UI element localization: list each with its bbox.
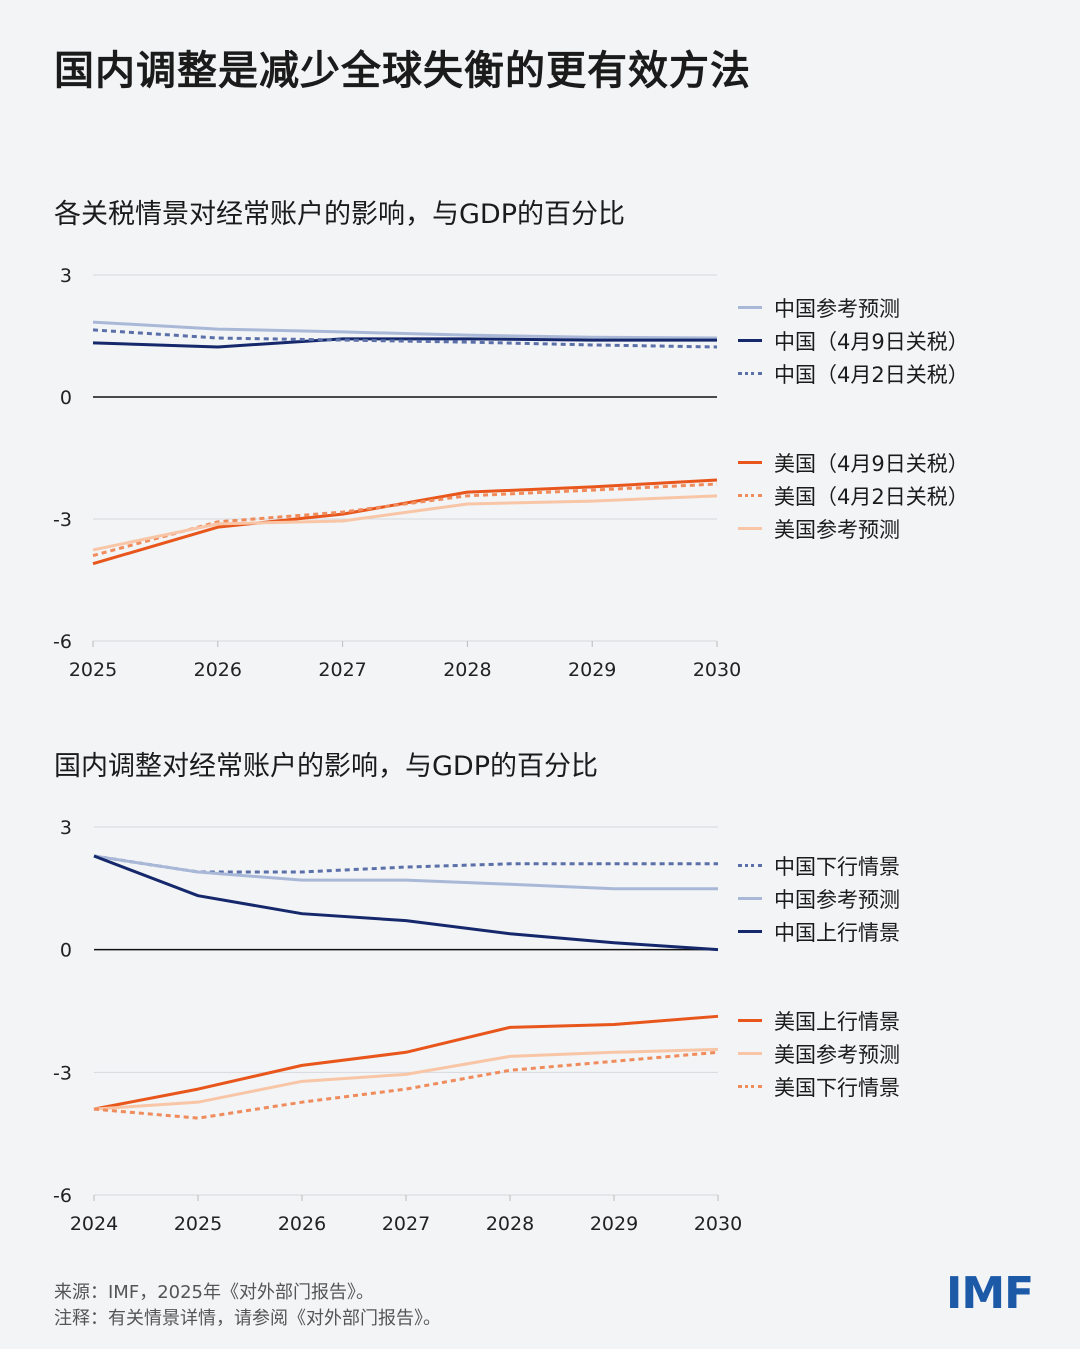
series-line: [92, 482, 718, 558]
legend-swatch: [738, 306, 762, 309]
legend-item: 中国（4月2日关税）: [738, 357, 969, 390]
x-tick-label: 2028: [486, 1213, 534, 1235]
legend-label: 中国参考预测: [774, 296, 900, 321]
legend-label: 美国下行情景: [774, 1075, 900, 1100]
legend-label: 中国（4月9日关税）: [774, 329, 969, 354]
chart2-legend: 中国下行情景 中国参考预测 中国上行情景 美国上行情景 美国参考预测 美国下行情景: [738, 849, 900, 1103]
legend-label: 美国（4月9日关税）: [774, 451, 969, 476]
chart2-title: 国内调整对经常账户的影响，与GDP的百分比: [54, 751, 598, 782]
legend-label: 中国参考预测: [774, 887, 900, 912]
series-line: [93, 854, 718, 891]
x-tick-label: 2026: [278, 1213, 326, 1235]
x-tick-label: 2026: [194, 659, 242, 681]
series-line: [93, 1014, 719, 1111]
page-title: 国内调整是减少全球失衡的更有效方法: [54, 48, 751, 94]
legend-label: 美国参考预测: [774, 517, 900, 542]
legend-swatch: [738, 930, 762, 933]
x-tick-label: 2027: [318, 659, 366, 681]
x-tick-label: 2025: [69, 659, 117, 681]
legend-item: 美国参考预测: [738, 1037, 900, 1070]
legend-item: 美国（4月9日关税）: [738, 446, 969, 479]
legend-swatch: [738, 897, 762, 900]
legend-swatch: [738, 1019, 762, 1022]
x-tick-label: 2029: [568, 659, 616, 681]
legend-swatch: [738, 339, 762, 342]
series-line: [93, 1050, 719, 1120]
chart2: 3 0 -3 -6 2024 2025 2026 2027 2028 2029 2030: [53, 817, 742, 1235]
y-tick-label: 3: [60, 817, 72, 839]
x-tick-label: 2024: [70, 1213, 118, 1235]
legend-item: 中国上行情景: [738, 915, 900, 948]
y-tick-label: -6: [53, 1185, 72, 1207]
x-tick-label: 2028: [443, 659, 491, 681]
legend-label: 中国（4月2日关税）: [774, 362, 969, 387]
legend-label: 美国（4月2日关税）: [774, 484, 969, 509]
series-line: [92, 337, 717, 349]
chart1: 3 0 -3 -6 2025 2026 2027 2028 2029 2030: [53, 265, 741, 681]
legend-label: 美国参考预测: [774, 1042, 900, 1067]
legend-item: 美国（4月2日关税）: [738, 479, 969, 512]
y-tick-label: -3: [53, 1062, 72, 1084]
legend-swatch: [738, 1085, 762, 1088]
legend-swatch: [738, 372, 762, 375]
x-tick-label: 2025: [174, 1213, 222, 1235]
legend-label: 中国下行情景: [774, 854, 900, 879]
x-tick-label: 2030: [694, 1213, 742, 1235]
y-tick-label: 0: [60, 940, 72, 962]
series-line: [93, 854, 719, 952]
y-tick-label: 3: [60, 265, 72, 287]
chart1-title: 各关税情景对经常账户的影响，与GDP的百分比: [54, 199, 625, 230]
y-tick-label: 0: [60, 387, 72, 409]
legend-item: 中国参考预测: [738, 291, 969, 324]
x-tick-label: 2027: [382, 1213, 430, 1235]
legend-item: 中国参考预测: [738, 882, 900, 915]
legend-swatch: [738, 527, 762, 530]
legend-item: 美国参考预测: [738, 512, 969, 545]
note: 注释：有关情景详情，请参阅《对外部门报告》。: [54, 1308, 441, 1329]
y-tick-label: -6: [53, 631, 72, 653]
x-tick-label: 2030: [693, 659, 741, 681]
imf-logo: IMF: [946, 1268, 1034, 1319]
source-note: 来源：IMF，2025年《对外部门报告》。: [54, 1282, 374, 1303]
legend-swatch: [738, 494, 762, 497]
legend-swatch: [738, 461, 762, 464]
legend-item: 中国下行情景: [738, 849, 900, 882]
legend-label: 中国上行情景: [774, 920, 900, 945]
chart1-legend: 中国参考预测中国（4月9日关税） 中国（4月2日关税） 美国（4月9日关税） 美国（4…: [738, 291, 969, 545]
footnotes: 来源：IMF，2025年《对外部门报告》。 注释：有关情景详情，请参阅《对外部门…: [54, 1280, 441, 1332]
series-line: [92, 494, 718, 552]
legend-swatch: [738, 1052, 762, 1055]
legend-item: 美国上行情景: [738, 1004, 900, 1037]
legend-swatch: [738, 864, 762, 867]
legend-item: 中国（4月9日关税）: [738, 324, 969, 357]
x-tick-label: 2029: [590, 1213, 638, 1235]
legend-item: 美国下行情景: [738, 1070, 900, 1103]
series-line: [92, 320, 718, 340]
legend-label: 美国上行情景: [774, 1009, 900, 1034]
y-tick-label: -3: [53, 509, 72, 531]
series-line: [93, 1047, 719, 1111]
